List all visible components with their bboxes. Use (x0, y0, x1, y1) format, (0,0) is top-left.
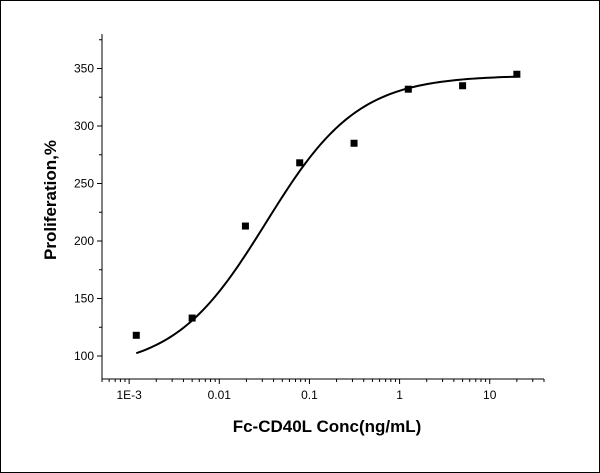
y-tick-label: 250 (74, 177, 94, 191)
data-point (188, 314, 196, 322)
x-tick-label: 1E-3 (116, 388, 142, 402)
data-point (241, 222, 249, 230)
x-axis-title: Fc-CD40L Conc(ng/mL) (233, 417, 422, 436)
y-tick-label: 100 (74, 349, 94, 363)
data-point (404, 85, 412, 93)
points-layer (132, 70, 521, 339)
y-tick-label: 200 (74, 234, 94, 248)
y-tick-label: 350 (74, 62, 94, 76)
axes-layer: 100 150 200 250 300 350 1E-3 0.01 0.1 1 10 (74, 34, 545, 402)
x-tick-label: 0.01 (208, 388, 232, 402)
y-axis-title: Proliferation,% (41, 140, 60, 260)
x-tick-label: 0.1 (301, 388, 318, 402)
data-point (350, 139, 358, 147)
data-point (296, 159, 304, 167)
data-point (513, 70, 521, 78)
data-point (132, 331, 140, 339)
y-tick-label: 150 (74, 292, 94, 306)
y-tick-label: 300 (74, 119, 94, 133)
data-point (459, 82, 467, 90)
fit-curve (135, 75, 517, 355)
x-tick-label: 10 (483, 388, 497, 402)
x-tick-label: 1 (396, 388, 403, 402)
